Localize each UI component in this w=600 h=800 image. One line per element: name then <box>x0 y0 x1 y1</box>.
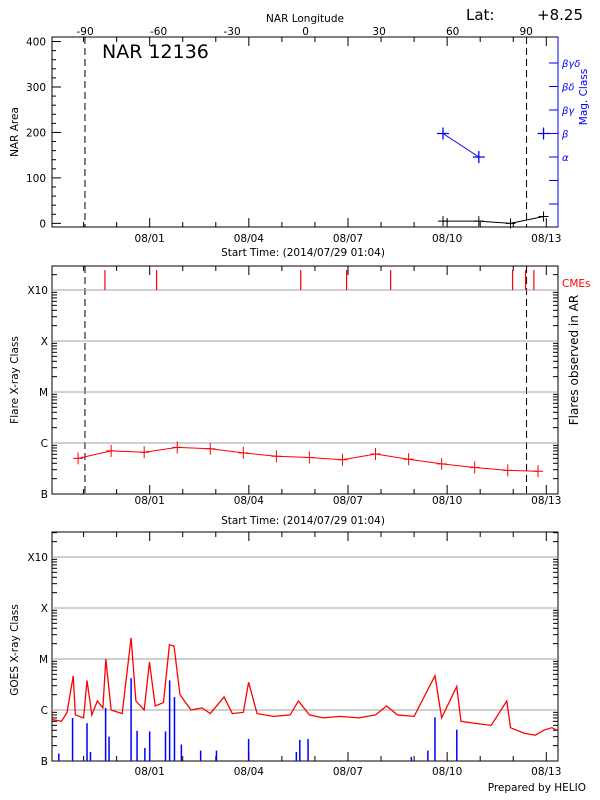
nar-area-point <box>505 218 516 229</box>
panel-middle-x-tick-label: 08/01 <box>135 495 165 507</box>
flare-class-point <box>304 451 315 464</box>
panel-middle-x-tick-label: 08/10 <box>432 495 462 507</box>
middle-y-tick-label: C <box>41 438 48 450</box>
panel-top-x-tick-label: 08/10 <box>432 233 462 245</box>
panel-top-x-tick-label: 08/04 <box>234 233 265 245</box>
middle-xlabel: Start Time: (2014/07/29 01:04) <box>221 515 385 527</box>
panel-bottom-x-tick-label: 08/04 <box>234 766 265 778</box>
top-y-tick-label: 300 <box>26 82 46 94</box>
top-y-tick-label: 400 <box>26 37 46 49</box>
panel-bottom-frame <box>51 531 559 762</box>
top-xlabel: Start Time: (2014/07/29 01:04) <box>221 247 385 259</box>
panel-bottom-x-tick-label: 08/01 <box>135 766 165 778</box>
top-y-tick-label: 0 <box>39 218 46 230</box>
panel-middle-x-tick-label: 08/07 <box>333 495 363 507</box>
longitude-tick-label: 60 <box>446 26 459 38</box>
prepared-by-credit: Prepared by HELIO <box>488 782 586 794</box>
flare-class-line <box>77 446 539 472</box>
longitude-tick-label: 90 <box>519 26 532 38</box>
mag-class-label: Mag. Class <box>578 69 590 125</box>
mag-class-tick-label: βγ <box>561 106 575 117</box>
flare-class-point <box>238 446 249 459</box>
flare-class-point <box>172 441 183 454</box>
bottom-ylabel: GOES X-ray Class <box>9 604 21 695</box>
flare-class-point <box>106 444 117 457</box>
flare-class-point <box>139 446 150 459</box>
panel-bottom-x-tick-label: 08/10 <box>432 766 462 778</box>
top-ylabel: NAR Area <box>9 107 21 157</box>
middle-y-tick-label: X10 <box>27 285 48 297</box>
mag-class-tick-label: βγδ <box>561 59 580 70</box>
nar-longitude-label: NAR Longitude <box>266 13 344 25</box>
flare-class-point <box>73 452 84 465</box>
nar-area-line <box>443 216 544 224</box>
middle-y-tick-label: B <box>41 489 48 501</box>
longitude-tick-label: 30 <box>372 26 385 38</box>
longitude-tick-label: -30 <box>224 26 241 38</box>
panel-bottom-x-tick-label: 08/13 <box>531 766 561 778</box>
bottom-y-tick-label: M <box>39 654 48 666</box>
nar-area-point <box>538 211 549 222</box>
flare-class-point <box>403 453 414 466</box>
middle-ylabel: Flare X-ray Class <box>9 336 21 424</box>
panel-middle-frame <box>51 265 559 495</box>
flare-class-point <box>436 457 447 470</box>
lat-value: +8.25 <box>537 6 583 24</box>
bottom-y-tick-label: X10 <box>27 552 48 564</box>
top-y-tick-label: 200 <box>26 127 46 139</box>
nar-area-point <box>438 216 449 227</box>
nar-area-point <box>473 216 484 227</box>
bottom-y-tick-label: X <box>41 603 48 615</box>
flares-observed-label: Flares observed in AR <box>567 295 581 425</box>
panel-top-x-tick-label: 08/01 <box>135 233 165 245</box>
flare-class-point <box>271 450 282 463</box>
panel-middle-x-tick-label: 08/04 <box>234 495 265 507</box>
flare-class-point <box>337 453 348 466</box>
mag-class-tick-label: β <box>561 130 569 141</box>
mag-class-line <box>442 133 480 158</box>
longitude-tick-label: -60 <box>150 26 167 38</box>
mag-class-point <box>537 127 550 140</box>
flare-class-point <box>533 465 544 478</box>
top-y-tick-label: 100 <box>26 173 46 185</box>
mag-class-point <box>472 151 485 163</box>
panel-top-frame <box>51 36 559 228</box>
nar-title: NAR 12136 <box>102 41 209 63</box>
mag-class-tick-label: βδ <box>561 83 575 94</box>
middle-y-tick-label: X <box>41 336 48 348</box>
lat-label: Lat: <box>466 6 494 24</box>
bottom-y-tick-label: B <box>41 756 48 768</box>
panel-middle-x-tick-label: 08/13 <box>531 495 561 507</box>
goes-flux-line <box>51 637 558 736</box>
panel-bottom-x-tick-label: 08/07 <box>333 766 363 778</box>
middle-y-tick-label: M <box>39 387 48 399</box>
mag-class-point <box>437 127 450 140</box>
panel-top-x-tick-label: 08/07 <box>333 233 363 245</box>
flare-class-point <box>205 442 216 455</box>
mag-class-tick-label: α <box>562 153 569 164</box>
longitude-tick-label: 0 <box>302 26 309 38</box>
flare-class-point <box>469 461 480 474</box>
flare-class-point <box>502 464 513 477</box>
flare-class-point <box>370 447 381 460</box>
panel-top-x-tick-label: 08/13 <box>531 233 561 245</box>
cme-label: CMEs <box>562 278 591 290</box>
bottom-y-tick-label: C <box>41 705 48 717</box>
longitude-tick-label: -90 <box>77 26 94 38</box>
